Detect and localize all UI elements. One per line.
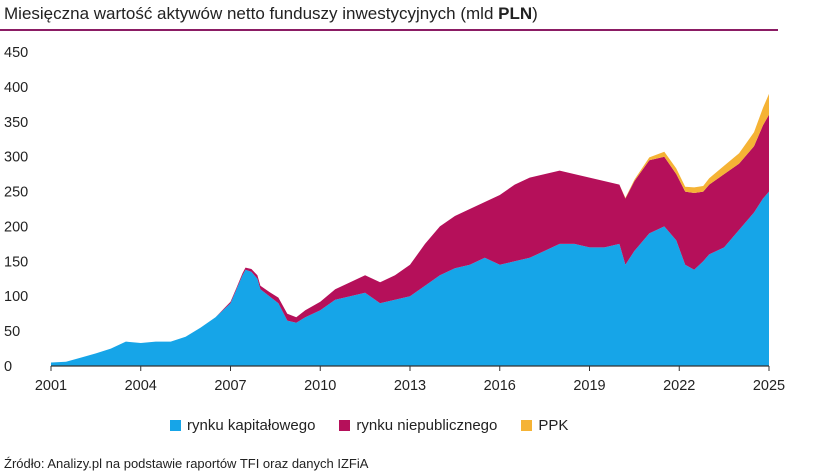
x-tick-label: 2016: [484, 378, 516, 394]
legend-swatch-ppk: [521, 420, 533, 431]
title-rule: [0, 29, 778, 31]
legend-label-ppk: PPK: [538, 417, 569, 434]
legend-item-capital: rynku kapitałowego: [170, 417, 315, 434]
y-tick-label: 100: [4, 289, 28, 305]
y-tick-label: 300: [4, 150, 28, 166]
x-tick-label: 2010: [304, 378, 336, 394]
x-tick-label: 2019: [573, 378, 605, 394]
x-tick-label: 2013: [394, 378, 426, 394]
x-tick-label: 2004: [125, 378, 157, 394]
chart-title-text: Miesięczna wartość aktywów netto fundusz…: [4, 4, 499, 23]
x-tick-label: 2001: [35, 378, 67, 394]
y-tick-label: 450: [4, 45, 28, 61]
y-tick-label: 50: [4, 324, 20, 340]
legend-label-capital: rynku kapitałowego: [187, 417, 316, 434]
area-chart: 0 50 100 150 200 250 300 350 400 450 2001 2004 2007 2…: [4, 45, 785, 394]
area-series-1: [51, 114, 769, 363]
y-tick-label: 350: [4, 115, 28, 131]
legend-item-ppk: PPK: [521, 417, 568, 434]
x-tick-label: 2022: [663, 378, 695, 394]
x-tick-label: 2025: [753, 378, 785, 394]
chart-title: Miesięczna wartość aktywów netto fundusz…: [4, 4, 538, 24]
chart-legend: rynku kapitałowego rynku niepublicznego …: [170, 417, 568, 434]
chart-title-unit: PLN: [498, 4, 533, 23]
source-note: Źródło: Analizy.pl na podstawie raportów…: [4, 456, 369, 471]
legend-item-private: rynku niepublicznego: [339, 417, 497, 434]
y-tick-label: 0: [4, 359, 12, 375]
area-series-0: [51, 191, 769, 366]
chart-title-end: ): [532, 4, 538, 23]
legend-label-private: rynku niepublicznego: [356, 417, 498, 434]
y-tick-label: 250: [4, 185, 28, 201]
y-tick-label: 400: [4, 80, 28, 96]
y-tick-label: 150: [4, 254, 28, 270]
y-tick-label: 200: [4, 219, 28, 235]
x-tick-label: 2007: [214, 378, 246, 394]
legend-swatch-private: [339, 420, 351, 431]
legend-swatch-capital: [170, 420, 181, 431]
